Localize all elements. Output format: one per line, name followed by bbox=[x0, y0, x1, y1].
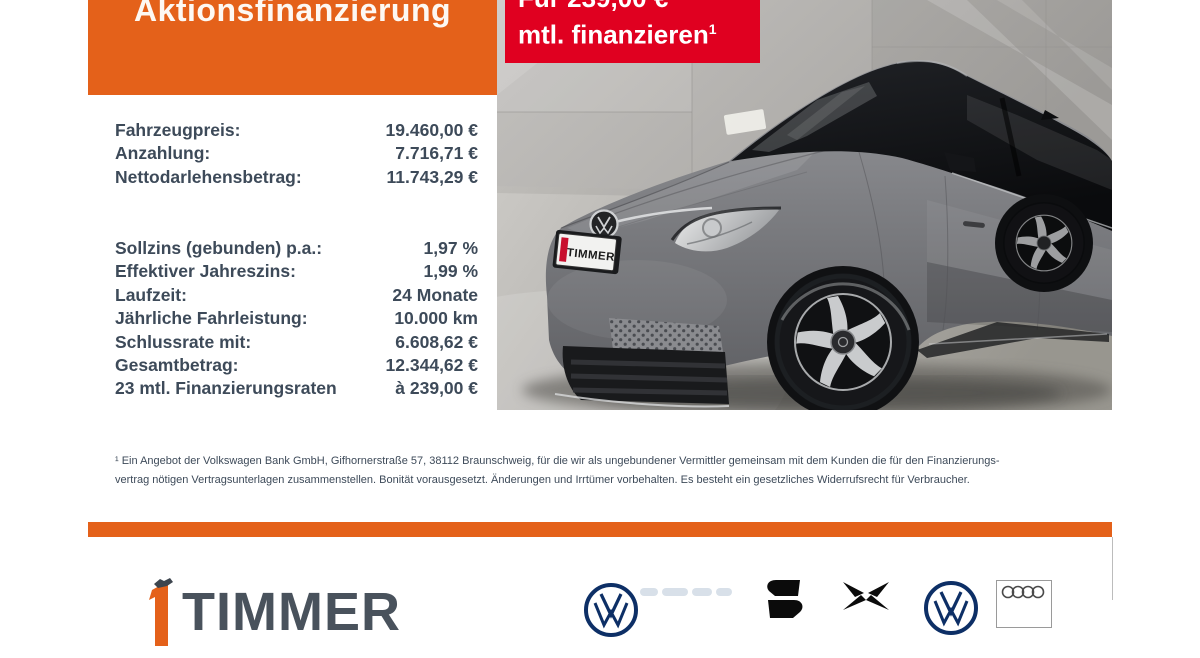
finance-row: Jährliche Fahrleistung: 10.000 km bbox=[115, 307, 478, 330]
finance-row: Nettodarlehensbetrag: 11.743,29 € bbox=[115, 166, 478, 189]
plate-red-band bbox=[559, 237, 569, 262]
finance-value: 10.000 km bbox=[394, 308, 478, 329]
finance-label: Laufzeit: bbox=[115, 284, 187, 305]
finance-row: Effektiver Jahreszins: 1,99 % bbox=[115, 260, 478, 283]
door-handle bbox=[962, 221, 985, 228]
rear-wheel bbox=[995, 194, 1093, 292]
license-plate: TIMMER bbox=[552, 230, 622, 275]
finance-value: 24 Monate bbox=[392, 284, 478, 305]
promo-flyer: { "promo": { "headline": "Aktionsfinanzi… bbox=[88, 0, 1113, 646]
finance-row: Laufzeit: 24 Monate bbox=[115, 284, 478, 307]
price-line-1: Für 239,00 € bbox=[518, 0, 760, 14]
finance-row: Schlussrate mit: 6.608,62 € bbox=[115, 331, 478, 354]
finance-row: Gesamtbetrag: 12.344,62 € bbox=[115, 354, 478, 377]
finance-row: 23 mtl. Finanzierungsraten à 239,00 € bbox=[115, 377, 478, 400]
finance-label: Jährliche Fahrleistung: bbox=[115, 308, 308, 329]
front-wheel bbox=[767, 266, 919, 418]
finance-label: Anzahlung: bbox=[115, 143, 211, 164]
dealer-logo: TIMMER bbox=[146, 578, 401, 658]
campaign-title: Aktionsfinanzierung bbox=[133, 0, 452, 28]
finance-table-section-2: Sollzins (gebunden) p.a.: 1,97 % Effektiv… bbox=[115, 237, 478, 401]
finance-label: Gesamtbetrag: bbox=[115, 354, 239, 375]
drl-strip bbox=[614, 206, 713, 224]
finance-label: Effektiver Jahreszins: bbox=[115, 261, 296, 282]
cupra-logo bbox=[843, 582, 889, 610]
finance-value: 7.716,71 € bbox=[395, 143, 478, 164]
audi-rings-logo bbox=[996, 580, 1052, 628]
car-greenhouse bbox=[723, 60, 1112, 232]
car-vw-id3: TIMMER bbox=[545, 60, 1113, 418]
headlight bbox=[670, 206, 782, 252]
finance-value: 19.460,00 € bbox=[385, 120, 478, 140]
roof-antenna bbox=[1041, 110, 1059, 120]
footnote-line-2: vertrag nötigen Vertragsunterlagen zusam… bbox=[115, 474, 970, 486]
vw-badge-icon bbox=[589, 209, 619, 239]
faint-brand-wordmark bbox=[640, 588, 732, 596]
seat-logo bbox=[767, 580, 803, 618]
finance-table-section-1: Fahrzeugpreis: 19.460,00 € Anzahlung: 7.71… bbox=[115, 119, 478, 189]
finance-value: 12.344,62 € bbox=[385, 354, 478, 375]
finance-label: Fahrzeugpreis: bbox=[115, 120, 241, 140]
footnote-marker: 1 bbox=[708, 21, 717, 37]
footnote-line-1: ¹ Ein Angebot der Volkswagen Bank GmbH, … bbox=[115, 455, 1000, 467]
lower-grille bbox=[554, 346, 730, 408]
dashboard-price-sheet bbox=[723, 109, 767, 135]
finance-row: Fahrzeugpreis: 19.460,00 € bbox=[115, 119, 478, 142]
finance-value: à 239,00 € bbox=[395, 378, 478, 399]
license-plate-text: TIMMER bbox=[566, 247, 616, 264]
finance-value: 11.743,29 € bbox=[386, 166, 478, 187]
bumper-honeycomb bbox=[609, 318, 723, 352]
fender-arch-highlight bbox=[780, 282, 911, 331]
price-line-2: mtl. finanzieren1 bbox=[518, 19, 717, 50]
side-mirror bbox=[944, 152, 976, 172]
volkswagen-logo bbox=[584, 583, 638, 637]
finance-value: 1,99 % bbox=[423, 261, 478, 282]
finance-label: Nettodarlehensbetrag: bbox=[115, 166, 302, 187]
finance-value: 6.608,62 € bbox=[395, 331, 478, 352]
finance-row: Anzahlung: 7.716,71 € bbox=[115, 142, 478, 165]
campaign-banner: Aktionsfinanzierung bbox=[88, 0, 497, 95]
footer-orange-bar bbox=[88, 522, 1112, 537]
legal-footnote: ¹ Ein Angebot der Volkswagen Bank GmbH, … bbox=[115, 452, 1035, 490]
footer-divider bbox=[1112, 537, 1113, 600]
finance-row: Sollzins (gebunden) p.a.: 1,97 % bbox=[115, 237, 478, 260]
finance-label: Schlussrate mit: bbox=[115, 331, 252, 352]
dealer-name: TIMMER bbox=[182, 582, 401, 642]
price-banner: Für 239,00 € mtl. finanzieren1 bbox=[505, 0, 760, 63]
finance-label: 23 mtl. Finanzierungsraten bbox=[115, 378, 337, 399]
finance-value: 1,97 % bbox=[423, 238, 478, 258]
dealer-logo-one-icon bbox=[149, 578, 173, 646]
finance-label: Sollzins (gebunden) p.a.: bbox=[115, 238, 323, 258]
volkswagen-logo-2 bbox=[924, 581, 978, 635]
